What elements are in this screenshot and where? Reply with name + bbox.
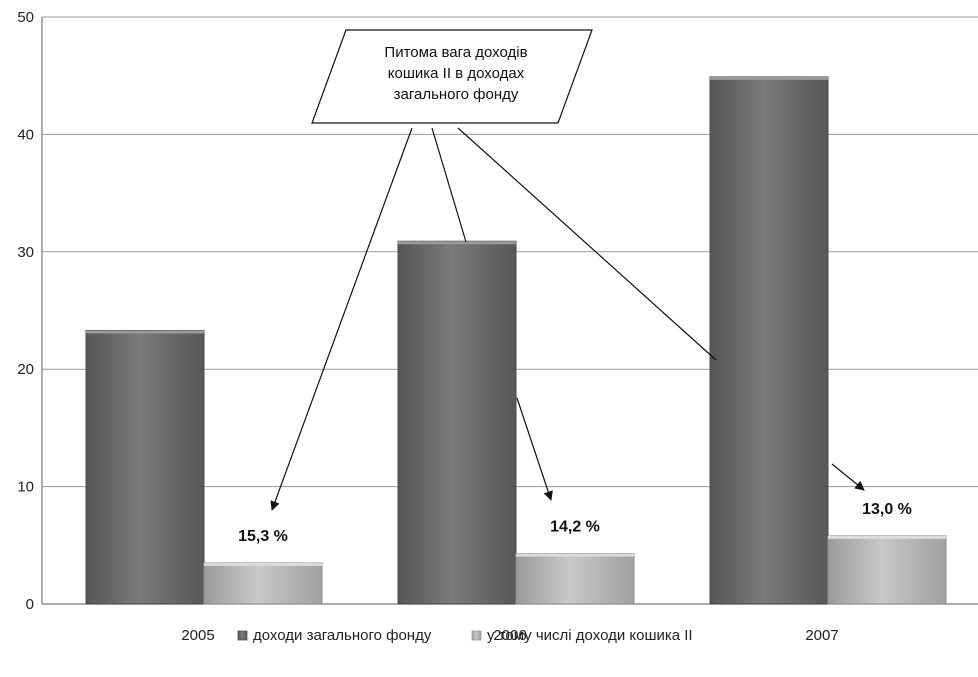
bar-2005-series-1 [85,329,205,605]
x-tick-label: 2005 [181,627,214,644]
bars [85,76,947,605]
callout-arrow [516,397,553,501]
data-labels: 15,3 % 14,2 % 13,0 % [238,501,912,545]
x-tick-label: 2007 [805,627,838,644]
legend-label-2: у тому числі доходи кошика ІІ [487,627,693,644]
callout-leader-line [431,127,467,243]
bar-2006-series-1 [397,240,517,605]
callout: Питома вага доходів кошика ІІ в доходах за… [270,29,865,511]
legend-swatch-1 [237,630,248,641]
y-tick-label: 30 [17,244,34,261]
bar-top-highlight [516,553,634,557]
bar-top-highlight [828,535,946,539]
data-label-2006: 14,2 % [550,519,600,536]
callout-leader-line [457,127,717,361]
legend: доходи загального фонду у тому числі дохо… [237,627,693,644]
x-tick-label: 2006 [493,627,526,644]
data-label-2005: 15,3 % [238,528,288,545]
callout-arrow [831,463,865,491]
y-tick-label: 20 [17,361,34,378]
bar-2007-series-2 [827,535,947,605]
bar-2007-series-1 [709,76,829,605]
data-label-2007: 13,0 % [862,501,912,518]
legend-swatch-2 [471,630,482,641]
bar-2005-series-2 [203,562,323,605]
y-tick-label: 0 [26,596,34,613]
legend-label-1: доходи загального фонду [253,627,432,644]
callout-box [311,29,593,124]
bar-top-highlight [86,330,204,334]
bar-2006-series-2 [515,553,635,605]
y-tick-label: 50 [17,9,34,26]
y-tick-label: 40 [17,126,34,143]
y-tick-label: 10 [17,479,34,496]
callout-text-line: загального фонду [394,86,519,103]
bar-top-highlight [204,562,322,566]
bar-top-highlight [398,241,516,245]
bar-top-highlight [710,76,828,80]
callout-arrow [270,127,413,511]
callout-text-line: кошика ІІ в доходах [388,65,525,82]
callout-text-line: Питома вага доходів [384,44,527,61]
